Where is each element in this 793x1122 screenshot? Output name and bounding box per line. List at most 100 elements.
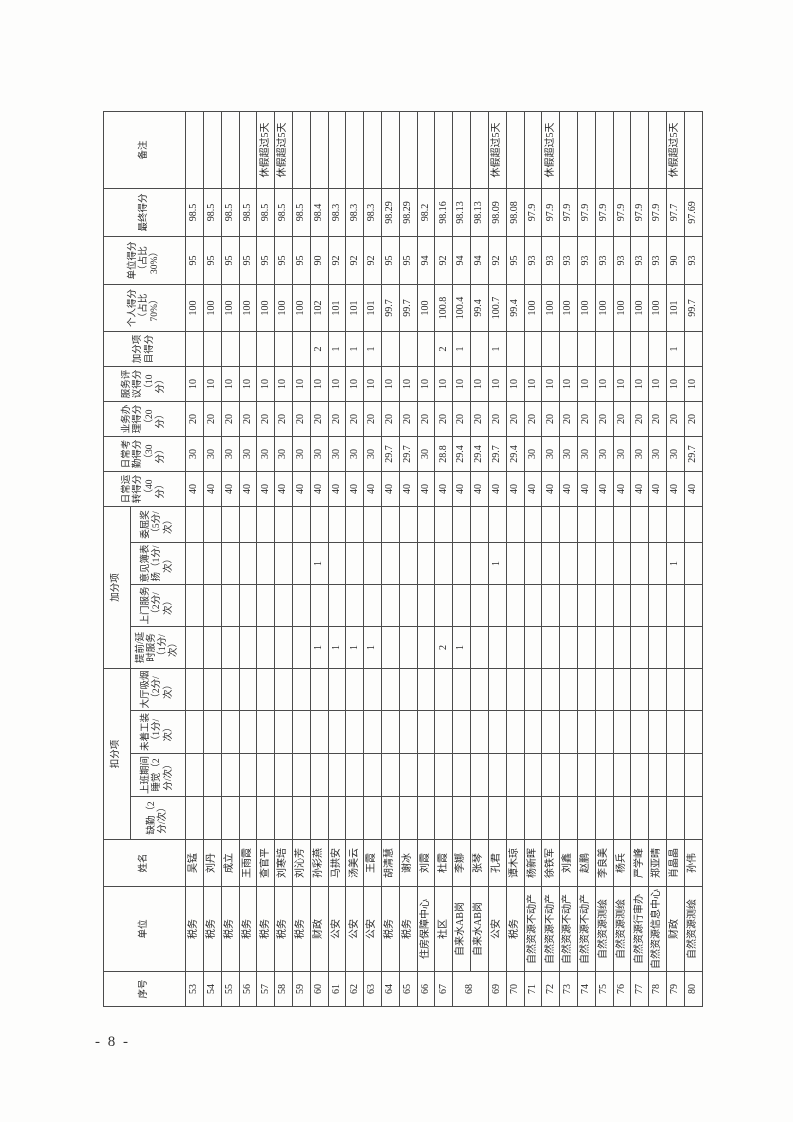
table-cell-d1 bbox=[684, 796, 703, 840]
table-cell-extra bbox=[470, 331, 489, 367]
table-cell-d3 bbox=[399, 710, 418, 754]
table-cell-name: 孔君 bbox=[488, 839, 507, 887]
table-cell-s20: 20 bbox=[292, 401, 311, 437]
table-cell-name: 孙伟 bbox=[684, 839, 703, 887]
table-cell-unit: 自然资源不动产 bbox=[577, 886, 596, 972]
table-cell-b1 bbox=[417, 626, 435, 669]
table-cell-remark: 休假超过5天 bbox=[541, 111, 560, 189]
table-cell-b1 bbox=[524, 626, 542, 669]
table-cell-b4 bbox=[363, 506, 382, 543]
column-header: 姓名 bbox=[103, 839, 186, 887]
table-cell-final: 97.9 bbox=[577, 188, 596, 237]
table-cell-d1 bbox=[363, 796, 382, 840]
table-cell-extra bbox=[630, 331, 649, 367]
table-cell-unit: 税务 bbox=[203, 886, 222, 972]
table-cell-b2 bbox=[239, 584, 257, 627]
table-cell-s20: 20 bbox=[452, 401, 471, 437]
table-cell-name: 刘霞 bbox=[417, 839, 435, 887]
table-cell-d4 bbox=[310, 668, 329, 711]
table-cell-s30: 30 bbox=[630, 436, 649, 472]
table-cell-personal: 100 bbox=[648, 284, 667, 332]
table-cell-b2 bbox=[221, 584, 240, 627]
table-cell-s10: 10 bbox=[559, 366, 578, 402]
table-cell-unit: 社区 bbox=[434, 886, 453, 972]
table-cell-s30: 30 bbox=[524, 436, 542, 472]
table-cell-d3 bbox=[185, 710, 204, 754]
table-cell-s30: 28.8 bbox=[434, 436, 453, 472]
table-cell-s10: 10 bbox=[185, 366, 204, 402]
table-cell-b2 bbox=[684, 584, 703, 627]
table-cell-d4 bbox=[239, 668, 257, 711]
table-row: 56 税务 王雨霞 40 30 20 10 100 95 98.5 bbox=[239, 111, 257, 1007]
table-cell-d1 bbox=[221, 796, 240, 840]
table-cell-name: 胡清慧 bbox=[381, 839, 400, 887]
table-cell-extra: 1 bbox=[452, 331, 471, 367]
table-cell-d3 bbox=[470, 710, 489, 754]
table-cell-s20: 20 bbox=[363, 401, 382, 437]
table-cell-s30: 29.7 bbox=[684, 436, 703, 472]
table-cell-d3 bbox=[221, 710, 240, 754]
table-cell-remark bbox=[630, 111, 649, 189]
table-cell-remark bbox=[221, 111, 240, 189]
table-cell-final: 98.13 bbox=[470, 188, 489, 237]
table-cell-b1: 1 bbox=[345, 626, 364, 669]
table-cell-remark bbox=[203, 111, 222, 189]
table-cell-extra bbox=[221, 331, 240, 367]
table-cell-no: 60 bbox=[310, 971, 329, 1007]
table-cell-s10: 10 bbox=[399, 366, 418, 402]
table-cell-s40: 40 bbox=[452, 471, 471, 507]
table-cell-remark bbox=[381, 111, 400, 189]
table-cell-d1 bbox=[541, 796, 560, 840]
table-cell-unit: 自然资源不动产 bbox=[559, 886, 578, 972]
table-cell-s20: 20 bbox=[434, 401, 453, 437]
table-cell-no: 57 bbox=[256, 971, 275, 1007]
table-cell-s40: 40 bbox=[577, 471, 596, 507]
table-cell-personal: 100 bbox=[595, 284, 614, 332]
table-cell-remark bbox=[292, 111, 311, 189]
table-cell-final: 98.29 bbox=[381, 188, 400, 237]
table-cell-b4 bbox=[684, 506, 703, 543]
table-row: 74 自然资源不动产 赵鹏 40 30 20 10 100 93 97.9 bbox=[577, 111, 596, 1007]
table-row: 78 自然资源信息中心 郑亚晴 40 30 20 10 100 93 97.9 bbox=[648, 111, 667, 1007]
table-cell-name: 李良美 bbox=[595, 839, 614, 887]
table-cell-s20: 20 bbox=[328, 401, 346, 437]
table-cell-d2 bbox=[541, 753, 560, 797]
table-cell-name: 刘鑫 bbox=[559, 839, 578, 887]
table-cell-name: 刘沁芳 bbox=[292, 839, 311, 887]
table-cell-no: 76 bbox=[613, 971, 631, 1007]
table-cell-b2 bbox=[541, 584, 560, 627]
table-cell-extra bbox=[185, 331, 204, 367]
table-cell-b2 bbox=[203, 584, 222, 627]
table-cell-b4 bbox=[630, 506, 649, 543]
table-cell-s10: 10 bbox=[363, 366, 382, 402]
table-cell-extra bbox=[256, 331, 275, 367]
table-cell-no: 77 bbox=[630, 971, 649, 1007]
table-cell-s40: 40 bbox=[221, 471, 240, 507]
table-cell-b2 bbox=[274, 584, 293, 627]
table-cell-d3 bbox=[595, 710, 614, 754]
table-cell-d3 bbox=[613, 710, 631, 754]
table-cell-b1 bbox=[648, 626, 667, 669]
table-cell-b4 bbox=[221, 506, 240, 543]
table-cell-b4 bbox=[559, 506, 578, 543]
table-cell-extra: 2 bbox=[310, 331, 329, 367]
table-cell-b4 bbox=[470, 506, 489, 543]
table-cell-b3 bbox=[506, 542, 525, 585]
table-cell-b1 bbox=[256, 626, 275, 669]
table-cell-d1 bbox=[239, 796, 257, 840]
table-cell-s40: 40 bbox=[256, 471, 275, 507]
table-row: 62 公安 汤美云 1 40 30 20 10 1 101 92 98.3 bbox=[345, 111, 364, 1007]
table-cell-s10: 10 bbox=[345, 366, 364, 402]
table-cell-b1 bbox=[185, 626, 204, 669]
table-cell-d3 bbox=[452, 710, 471, 754]
table-cell-b1 bbox=[506, 626, 525, 669]
table-cell-name: 成立 bbox=[221, 839, 240, 887]
table-row: 64 税务 胡清慧 40 29.7 20 10 99.7 95 98.29 bbox=[381, 111, 400, 1007]
table-cell-b4 bbox=[452, 506, 471, 543]
table-cell-extra bbox=[381, 331, 400, 367]
column-subheader: 大厅吸烟（2分/次） bbox=[130, 668, 186, 711]
table-cell-unit: 公安 bbox=[363, 886, 382, 972]
table-cell-s30: 30 bbox=[666, 436, 685, 472]
table-cell-s40: 40 bbox=[541, 471, 560, 507]
table-cell-b3 bbox=[470, 542, 489, 585]
